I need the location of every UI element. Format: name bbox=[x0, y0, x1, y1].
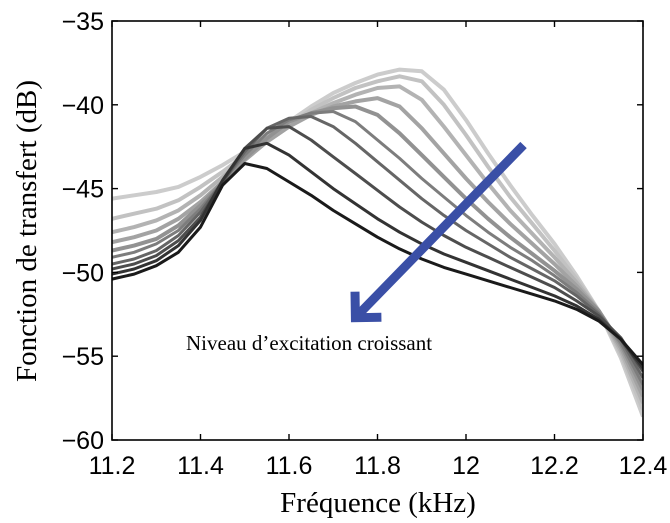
y-tick-label: −40 bbox=[62, 92, 104, 120]
series-line-2 bbox=[112, 141, 643, 369]
series-line-5 bbox=[112, 110, 643, 386]
series-line-8 bbox=[112, 84, 643, 404]
x-tick-label: 12.4 bbox=[619, 452, 668, 480]
y-tick-label: −60 bbox=[62, 427, 104, 455]
excitation-arrow bbox=[354, 141, 527, 318]
y-tick-label: −35 bbox=[62, 8, 104, 36]
x-tick-label: 12.2 bbox=[530, 452, 579, 480]
x-tick-label: 11.6 bbox=[266, 452, 313, 480]
x-axis-label: Fréquence (kHz) bbox=[280, 487, 476, 519]
y-tick-label: −45 bbox=[62, 176, 104, 204]
y-tick-label: −50 bbox=[62, 259, 104, 287]
series-line-7 bbox=[112, 96, 643, 398]
series-line-1 bbox=[112, 162, 643, 366]
y-tick-label: −55 bbox=[62, 343, 104, 371]
x-tick-label: 11.8 bbox=[354, 452, 401, 480]
series-layer bbox=[112, 67, 643, 418]
ticks-layer: 11.2 11.4 11.6 11.8 12 12.2 12.4 −35 −40 −45 −50 −5… bbox=[62, 8, 668, 480]
x-tick-label: 12 bbox=[452, 452, 480, 480]
excitation-annotation: Niveau d’excitation croissant bbox=[186, 331, 432, 355]
excitation-arrow-head bbox=[350, 291, 382, 323]
series-line-10 bbox=[112, 67, 643, 418]
series-line-4 bbox=[112, 115, 643, 379]
y-axis-label: Fonction de transfert (dB) bbox=[11, 80, 43, 382]
x-tick-label: 11.2 bbox=[89, 452, 136, 480]
series-line-9 bbox=[112, 74, 643, 411]
series-line-6 bbox=[112, 104, 643, 391]
x-tick-label: 11.4 bbox=[177, 452, 224, 480]
annotation-layer: Niveau d’excitation croissant bbox=[186, 141, 527, 355]
series-line-3 bbox=[112, 125, 643, 373]
